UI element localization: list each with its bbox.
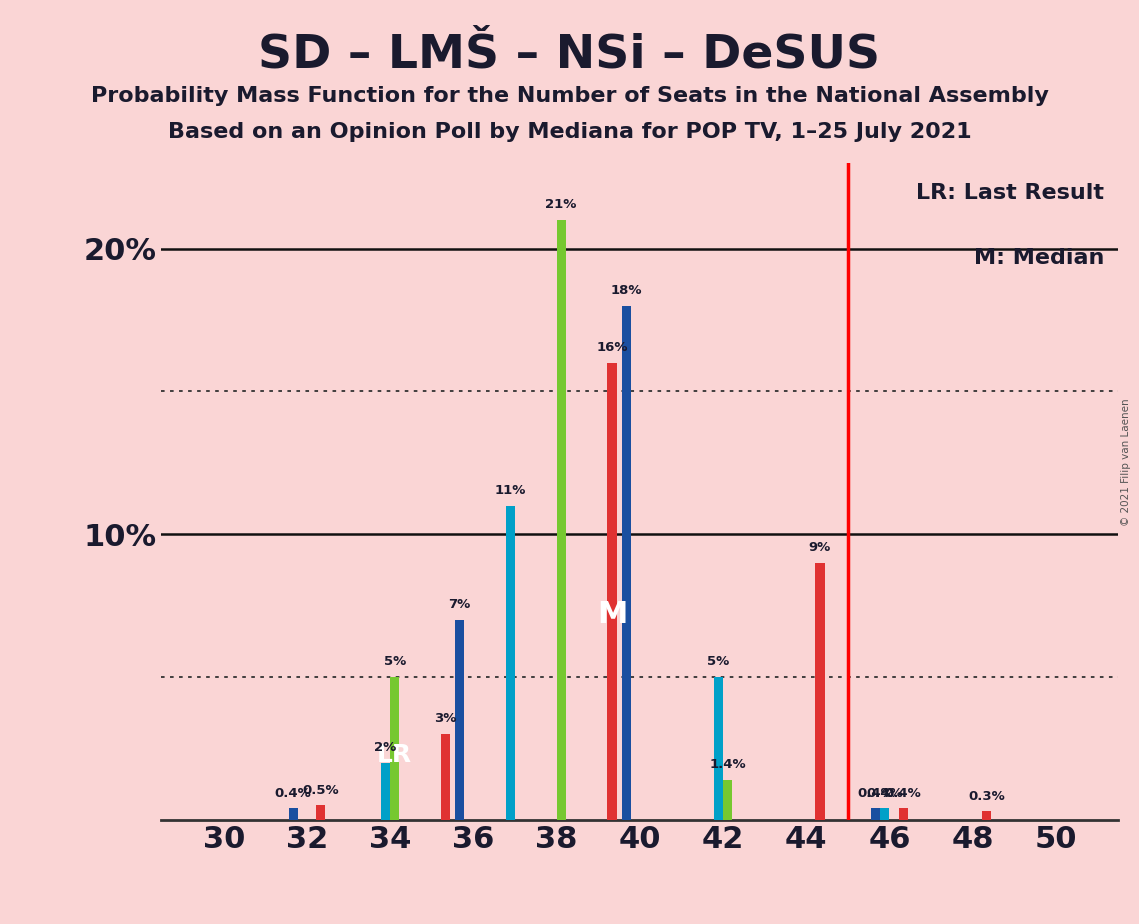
Text: M: Median: M: Median — [974, 249, 1104, 268]
Bar — [622, 306, 631, 820]
Text: LR: Last Result: LR: Last Result — [916, 183, 1104, 202]
Text: 5%: 5% — [707, 655, 730, 668]
Bar — [816, 563, 825, 820]
Bar — [982, 811, 991, 820]
Text: 7%: 7% — [449, 598, 470, 611]
Text: © 2021 Filip van Laenen: © 2021 Filip van Laenen — [1121, 398, 1131, 526]
Text: 2%: 2% — [375, 741, 396, 754]
Text: 0.4%: 0.4% — [274, 786, 312, 799]
Bar — [288, 808, 297, 820]
Text: 0.5%: 0.5% — [302, 784, 339, 796]
Text: M: M — [597, 600, 628, 628]
Text: 11%: 11% — [494, 484, 526, 497]
Text: 0.3%: 0.3% — [968, 790, 1005, 803]
Text: 9%: 9% — [809, 541, 831, 554]
Text: 0.4%: 0.4% — [885, 786, 921, 799]
Bar — [382, 762, 391, 820]
Bar — [506, 505, 515, 820]
Text: Probability Mass Function for the Number of Seats in the National Assembly: Probability Mass Function for the Number… — [91, 86, 1048, 106]
Bar — [391, 677, 400, 820]
Bar — [317, 806, 326, 820]
Text: 1.4%: 1.4% — [710, 759, 746, 772]
Bar — [607, 363, 616, 820]
Bar — [714, 677, 723, 820]
Bar — [723, 780, 732, 820]
Bar — [557, 220, 566, 820]
Text: 21%: 21% — [546, 199, 576, 212]
Text: Based on an Opinion Poll by Mediana for POP TV, 1–25 July 2021: Based on an Opinion Poll by Mediana for … — [167, 122, 972, 142]
Text: SD – LMŠ – NSi – DeSUS: SD – LMŠ – NSi – DeSUS — [259, 32, 880, 78]
Text: LR: LR — [377, 744, 412, 768]
Text: 5%: 5% — [384, 655, 405, 668]
Bar — [899, 808, 908, 820]
Bar — [880, 808, 890, 820]
Text: 0.4%: 0.4% — [867, 786, 903, 799]
Text: 16%: 16% — [596, 341, 628, 354]
Text: 18%: 18% — [611, 284, 642, 298]
Text: 3%: 3% — [434, 712, 457, 725]
Bar — [871, 808, 880, 820]
Bar — [456, 620, 465, 820]
Bar — [441, 734, 450, 820]
Text: 0.4%: 0.4% — [858, 786, 894, 799]
